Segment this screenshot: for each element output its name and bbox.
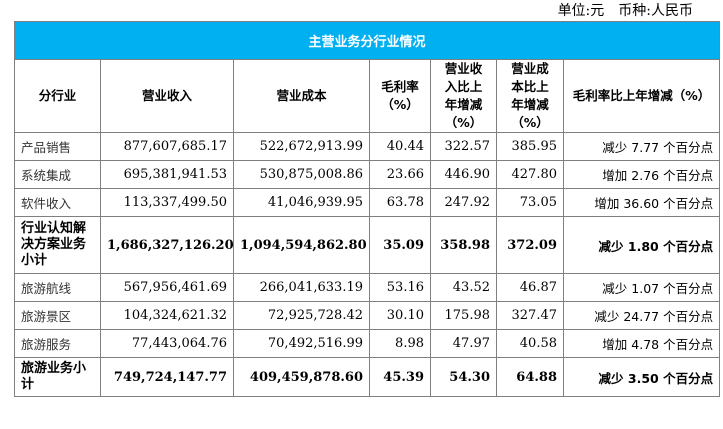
cell-cost: 41,046,939.95	[233, 188, 370, 217]
header-cost-yoy: 营业成本比上年增减（%）	[496, 59, 564, 133]
cell-gross-margin: 53.16	[369, 273, 431, 302]
cell-margin-yoy: 增加 4.78 个百分点	[562, 329, 721, 358]
cell-revenue: 749,724,147.77	[100, 357, 234, 397]
cell-industry: 产品销售	[14, 132, 101, 161]
cell-gross-margin: 45.39	[369, 357, 431, 397]
cell-revenue-yoy: 247.92	[430, 188, 497, 217]
cell-revenue-yoy: 47.97	[430, 329, 497, 358]
subtotal-row: 旅游业务小计 749,724,147.77 409,459,878.60 45.…	[14, 357, 721, 397]
header-margin-yoy: 毛利率比上年增减（%）	[562, 59, 721, 133]
cell-revenue-yoy: 322.57	[430, 132, 497, 161]
cell-margin-yoy: 减少 24.77 个百分点	[562, 301, 721, 330]
cell-margin-yoy: 增加 2.76 个百分点	[562, 160, 721, 189]
header-cost: 营业成本	[233, 59, 370, 133]
cell-revenue: 877,607,685.17	[100, 132, 234, 161]
table-title: 主营业务分行业情况	[13, 21, 721, 60]
industry-revenue-table: 主营业务分行业情况 分行业 营业收入 营业成本 毛利率（%） 营业收入比上年增减…	[13, 21, 721, 397]
cell-gross-margin: 40.44	[369, 132, 431, 161]
table-row: 产品销售 877,607,685.17 522,672,913.99 40.44…	[14, 132, 721, 161]
cell-cost-yoy: 327.47	[496, 301, 564, 330]
cell-cost-yoy: 427.80	[496, 160, 564, 189]
cell-cost-yoy: 64.88	[496, 357, 564, 397]
cell-cost-yoy: 46.87	[496, 273, 564, 302]
cell-margin-yoy: 减少 7.77 个百分点	[562, 132, 721, 161]
cell-cost-yoy: 385.95	[496, 132, 564, 161]
cell-revenue-yoy: 446.90	[430, 160, 497, 189]
cell-gross-margin: 63.78	[369, 188, 431, 217]
cell-cost: 72,925,728.42	[233, 301, 370, 330]
cell-margin-yoy: 减少 1.07 个百分点	[562, 273, 721, 302]
cell-revenue-yoy: 43.52	[430, 273, 497, 302]
table-row: 系统集成 695,381,941.53 530,875,008.86 23.66…	[14, 160, 721, 189]
cell-cost: 1,094,594,862.80	[233, 216, 370, 274]
cell-gross-margin: 23.66	[369, 160, 431, 189]
cell-revenue: 695,381,941.53	[100, 160, 234, 189]
table-header-row: 分行业 营业收入 营业成本 毛利率（%） 营业收入比上年增减（%） 营业成本比上…	[14, 59, 721, 133]
cell-cost-yoy: 73.05	[496, 188, 564, 217]
header-revenue-yoy: 营业收入比上年增减（%）	[430, 59, 497, 133]
table-row: 旅游服务 77,443,064.76 70,492,516.99 8.98 47…	[14, 329, 721, 358]
table-row: 软件收入 113,337,499.50 41,046,939.95 63.78 …	[14, 188, 721, 217]
cell-industry: 旅游业务小计	[14, 357, 101, 397]
cell-industry: 旅游服务	[14, 329, 101, 358]
unit-line: 单位:元 币种:人民币	[558, 2, 693, 20]
cell-revenue: 113,337,499.50	[100, 188, 234, 217]
cell-industry: 旅游航线	[14, 273, 101, 302]
cell-margin-yoy: 减少 1.80 个百分点	[562, 216, 721, 274]
cell-industry: 软件收入	[14, 188, 101, 217]
cell-revenue-yoy: 175.98	[430, 301, 497, 330]
cell-industry: 系统集成	[14, 160, 101, 189]
unit-label: 单位:元	[557, 3, 605, 19]
cell-industry: 旅游景区	[14, 301, 101, 330]
cell-cost: 70,492,516.99	[233, 329, 370, 358]
header-revenue: 营业收入	[100, 59, 234, 133]
cell-margin-yoy: 增加 36.60 个百分点	[562, 188, 721, 217]
header-industry: 分行业	[14, 59, 101, 133]
cell-revenue: 104,324,621.32	[100, 301, 234, 330]
cell-cost: 409,459,878.60	[233, 357, 370, 397]
cell-industry: 行业认知解决方案业务小计	[14, 216, 101, 274]
currency-label: 币种:人民币	[618, 3, 693, 19]
header-gross-margin: 毛利率（%）	[369, 59, 431, 133]
cell-cost-yoy: 40.58	[496, 329, 564, 358]
cell-gross-margin: 8.98	[369, 329, 431, 358]
cell-revenue: 567,956,461.69	[100, 273, 234, 302]
cell-revenue: 1,686,327,126.20	[100, 216, 234, 274]
table-title-row: 主营业务分行业情况	[13, 21, 721, 60]
cell-gross-margin: 30.10	[369, 301, 431, 330]
subtotal-row: 行业认知解决方案业务小计 1,686,327,126.20 1,094,594,…	[14, 216, 721, 274]
cell-revenue-yoy: 358.98	[430, 216, 497, 274]
cell-revenue-yoy: 54.30	[430, 357, 497, 397]
cell-margin-yoy: 减少 3.50 个百分点	[562, 357, 721, 397]
cell-cost-yoy: 372.09	[496, 216, 564, 274]
table-row: 旅游景区 104,324,621.32 72,925,728.42 30.10 …	[14, 301, 721, 330]
table-row: 旅游航线 567,956,461.69 266,041,633.19 53.16…	[14, 273, 721, 302]
cell-gross-margin: 35.09	[369, 216, 431, 274]
cell-cost: 530,875,008.86	[233, 160, 370, 189]
cell-revenue: 77,443,064.76	[100, 329, 234, 358]
cell-cost: 522,672,913.99	[233, 132, 370, 161]
cell-cost: 266,041,633.19	[233, 273, 370, 302]
